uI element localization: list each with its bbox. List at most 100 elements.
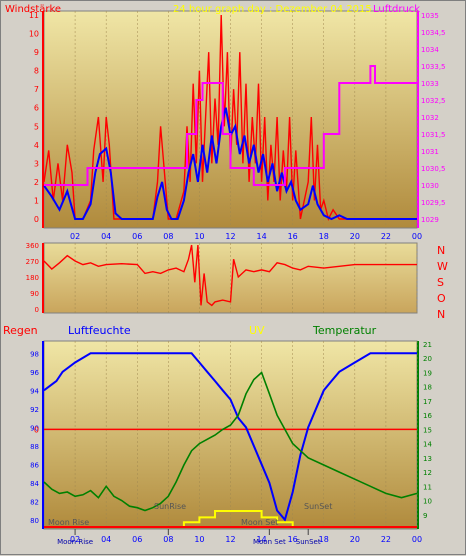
x-tick-label: 18 <box>319 232 329 241</box>
wind-y-tick-label: 1 <box>34 196 39 205</box>
x-tick-label: 00 <box>412 232 422 241</box>
x-tick-label: 06 <box>132 535 142 544</box>
wind-y-tick-label: 4 <box>34 141 39 150</box>
humidity-y-tick-label: 86 <box>30 461 39 469</box>
rain-zero-label: 0 <box>34 425 39 434</box>
chart-marks: 0202040406060808101012121414161618182020… <box>26 11 446 546</box>
pressure-label: Luftdruck <box>373 4 420 15</box>
x-tick-label: 20 <box>350 232 360 241</box>
wind-y-tick-label: 2 <box>34 178 39 187</box>
x-tick-label: 02 <box>70 232 80 241</box>
wind-y-tick-label: 8 <box>34 67 39 76</box>
temperature-y-tick-label: 16 <box>423 412 432 420</box>
pressure-y-tick-label: 1032,5 <box>421 97 446 105</box>
x-tick-label: 12 <box>225 535 235 544</box>
wind-y-tick-label: 7 <box>34 85 39 94</box>
pressure-line <box>44 65 417 186</box>
direction-letter-n-top: N <box>437 244 445 257</box>
x-tick-label: 14 <box>256 535 266 544</box>
x-tick-label: 00 <box>412 535 422 544</box>
x-tick-label: 18 <box>319 535 329 544</box>
x-tick-label: 10 <box>194 232 204 241</box>
x-tick-label: 10 <box>194 535 204 544</box>
x-tick-label: 04 <box>101 232 111 241</box>
pressure-y-tick-label: 1031 <box>421 148 439 156</box>
temperature-y-tick-label: 18 <box>423 384 432 392</box>
temperature-label: Temperatur <box>312 324 377 337</box>
pressure-y-tick-label: 1033 <box>421 80 439 88</box>
humidity-y-tick-label: 88 <box>30 443 39 451</box>
direction-letter-s: S <box>437 276 444 289</box>
humidity-y-tick-label: 94 <box>30 387 39 395</box>
sunrise-annotation: SunRise <box>154 502 186 511</box>
x-tick-label: 08 <box>163 535 173 544</box>
wind-direction-line <box>43 244 417 307</box>
wind-y-tick-label: 10 <box>29 30 39 39</box>
x-tick-label: 16 <box>288 535 298 544</box>
x-tick-label: 06 <box>132 232 142 241</box>
pressure-y-tick-label: 1030 <box>421 182 439 190</box>
humidity-y-tick-label: 82 <box>30 498 39 506</box>
direction-letter-o: O <box>437 292 446 305</box>
humidity-y-tick-label: 96 <box>30 369 39 377</box>
wind-y-tick-label: 3 <box>34 159 39 168</box>
humidity-y-tick-label: 92 <box>30 406 39 414</box>
pressure-y-tick-label: 1032 <box>421 114 439 122</box>
sunset-axis-label: SunSet <box>296 538 321 546</box>
moon-rise-axis-label: Moon Rise <box>57 538 93 546</box>
direction-y-tick-label: 90 <box>30 290 39 298</box>
pressure-y-tick-label: 1034,5 <box>421 29 446 37</box>
pressure-y-tick-label: 1033,5 <box>421 63 446 71</box>
wind-y-tick-label: 11 <box>29 11 39 20</box>
moon-rise-annotation: Moon Rise <box>48 518 89 527</box>
x-tick-label: 16 <box>288 232 298 241</box>
humidity-line <box>43 352 417 522</box>
humidity-label: Luftfeuchte <box>68 324 131 337</box>
temperature-y-tick-label: 19 <box>423 369 432 377</box>
direction-y-tick-label: 0 <box>35 306 39 314</box>
direction-y-tick-label: 360 <box>26 242 39 250</box>
temperature-y-tick-label: 13 <box>423 455 432 463</box>
x-tick-label: 02 <box>70 535 80 544</box>
direction-y-tick-label: 180 <box>26 274 39 282</box>
pressure-y-tick-label: 1029 <box>421 216 439 224</box>
temperature-y-tick-label: 9 <box>423 512 427 520</box>
direction-letter-w: W <box>437 260 448 273</box>
uv-label: UV <box>249 324 265 337</box>
temperature-y-tick-label: 15 <box>423 426 432 434</box>
temperature-y-tick-label: 21 <box>423 341 432 349</box>
x-tick-label: 22 <box>381 535 391 544</box>
x-tick-label: 12 <box>225 232 235 241</box>
temperature-y-tick-label: 10 <box>423 498 432 506</box>
pressure-y-tick-label: 1035 <box>421 12 439 20</box>
x-tick-label: 08 <box>163 232 173 241</box>
pressure-y-tick-label: 1031,5 <box>421 131 446 139</box>
humidity-y-tick-label: 84 <box>30 480 39 488</box>
pressure-y-tick-label: 1030,5 <box>421 165 446 173</box>
sunset-annotation: SunSet <box>304 502 332 511</box>
rain-label: Regen <box>3 324 38 337</box>
temperature-y-tick-label: 12 <box>423 469 432 477</box>
pressure-y-tick-label: 1029,5 <box>421 199 446 207</box>
temperature-y-tick-label: 11 <box>423 483 432 491</box>
wind-y-tick-label: 5 <box>34 122 39 131</box>
direction-letter-n-bottom: N <box>437 308 445 321</box>
wind-strength-label: Windstärke <box>5 4 61 15</box>
wind-y-tick-label: 9 <box>34 48 39 57</box>
humidity-y-tick-label: 98 <box>30 350 39 358</box>
chart-title: 24 hour graph day : Dezember 04 2015 <box>173 4 372 15</box>
pressure-y-tick-label: 1034 <box>421 46 439 54</box>
wind-average-line <box>43 107 417 221</box>
moon-set-axis-label: Moon Set <box>253 538 286 546</box>
moon-set-annotation: Moon Set <box>241 518 278 527</box>
wind-y-tick-label: 6 <box>34 104 39 113</box>
x-tick-label: 04 <box>101 535 111 544</box>
uv-line <box>44 510 417 528</box>
humidity-y-tick-label: 90 <box>30 424 39 432</box>
x-tick-label: 20 <box>350 535 360 544</box>
humidity-y-tick-label: 80 <box>30 517 39 525</box>
direction-y-tick-label: 270 <box>26 258 39 266</box>
x-tick-label: 14 <box>256 232 266 241</box>
